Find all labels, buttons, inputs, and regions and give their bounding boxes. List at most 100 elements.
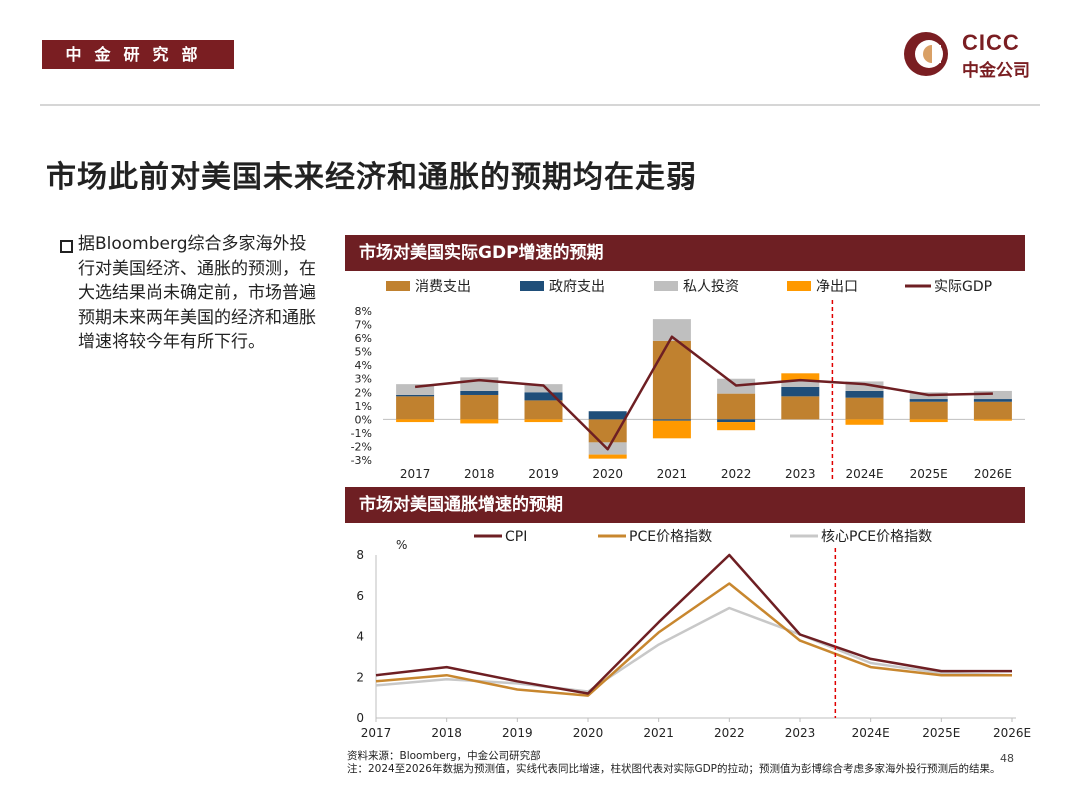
gdp-bar-3-9: [973, 419, 1012, 421]
gdp-bar-3-5: [717, 422, 756, 431]
gdp-xtick-label: 2024E: [845, 467, 883, 481]
gdp-bar-2-2: [524, 384, 563, 393]
gdp-legend-swatch-0: [386, 281, 410, 291]
gdp-legend-swatch-3: [787, 281, 811, 291]
gdp-bar-3-2: [524, 419, 563, 423]
gdp-bar-0-0: [396, 396, 435, 420]
gdp-bar-3-1: [460, 419, 499, 424]
gdp-xtick-label: 2026E: [974, 467, 1012, 481]
gdp-ytick-label: 8%: [355, 305, 372, 318]
gdp-xtick-label: 2020: [592, 467, 623, 481]
gdp-ytick-label: 4%: [355, 359, 372, 372]
bullet-square-icon: [60, 240, 73, 253]
gdp-ytick-label: -3%: [351, 454, 372, 467]
infl-xtick-label: 2021: [643, 726, 674, 740]
gdp-ytick-label: 2%: [355, 386, 372, 399]
gdp-bar-1-8: [909, 399, 948, 402]
gdp-ytick-label: 6%: [355, 332, 372, 345]
gdp-ytick-label: 0%: [355, 413, 372, 426]
infl-ytick-label: 8: [356, 548, 364, 562]
gdp-legend-label-0: 消费支出: [415, 279, 471, 295]
footer-notes: 资料来源：Bloomberg，中金公司研究部 注：2024至2026年数据为预测…: [347, 750, 1017, 776]
gdp-xtick-label: 2022: [721, 467, 752, 481]
logo-english: CICC: [962, 30, 1020, 55]
cicc-logo: CICC 中金公司: [902, 28, 1042, 81]
gdp-ytick-label: 1%: [355, 400, 372, 413]
gdp-line-series: [414, 335, 993, 451]
gdp-ytick-label: 3%: [355, 373, 372, 386]
gdp-bar-1-1: [460, 390, 499, 395]
gdp-bar-0-8: [909, 401, 948, 420]
infl-xtick-label: 2025E: [922, 726, 960, 740]
gdp-legend-label-3: 净出口: [816, 279, 858, 295]
gdp-bar-1-7: [845, 390, 884, 398]
gdp-bar-0-6: [781, 396, 820, 420]
gdp-ytick-label: -1%: [351, 427, 372, 440]
gdp-xtick-label: 2025E: [910, 467, 948, 481]
infl-ytick-label: 2: [356, 670, 364, 684]
infl-xtick-label: 2018: [431, 726, 462, 740]
infl-xtick-label: 2022: [714, 726, 745, 740]
note-line: 注：2024至2026年数据为预测值，实线代表同比增速，柱状图代表对实际GDP的…: [347, 763, 1001, 775]
gdp-xtick-label: 2018: [464, 467, 495, 481]
gdp-ytick-label: -2%: [351, 440, 372, 453]
infl-ytick-label: 4: [356, 630, 364, 644]
gdp-bar-2-9: [973, 390, 1012, 400]
gdp-chart-title: 市场对美国实际GDP增速的预期: [345, 235, 1025, 271]
gdp-bar-1-9: [973, 399, 1012, 402]
gdp-ytick-label: 5%: [355, 346, 372, 359]
gdp-bar-3-0: [396, 419, 435, 423]
infl-legend-label-0: CPI: [505, 529, 527, 545]
gdp-legend-swatch-2: [654, 281, 678, 291]
infl-ytick-label: 0: [356, 711, 364, 725]
infl-xtick-label: 2019: [502, 726, 533, 740]
gdp-bar-3-7: [845, 419, 884, 425]
infl-xtick-label: 2020: [573, 726, 604, 740]
logo-chinese: 中金公司: [962, 61, 1030, 81]
infl-legend-label-1: PCE价格指数: [629, 529, 712, 545]
infl-xtick-label: 2024E: [852, 726, 890, 740]
gdp-bar-1-5: [717, 419, 756, 423]
gdp-xtick-label: 2023: [785, 467, 816, 481]
gdp-legend-swatch-1: [520, 281, 544, 291]
source-line: 资料来源：Bloomberg，中金公司研究部: [347, 750, 541, 762]
gdp-bar-3-4: [652, 420, 691, 439]
gdp-bar-0-1: [460, 394, 499, 420]
gdp-legend-label-2: 私人投资: [683, 279, 739, 295]
gdp-bar-0-2: [524, 400, 563, 420]
infl-ytick-label: 6: [356, 589, 364, 603]
gdp-xtick-label: 2019: [528, 467, 559, 481]
gdp-xtick-label: 2017: [400, 467, 431, 481]
header-divider: [40, 104, 1040, 106]
infl-xtick-label: 2023: [785, 726, 816, 740]
gdp-bar-0-7: [845, 397, 884, 420]
gdp-bar-1-2: [524, 392, 563, 401]
gdp-ytick-label: 7%: [355, 319, 372, 332]
bullet-text: 据Bloomberg综合多家海外投行对美国经济、通胀的预测，在大选结果尚未确定前…: [78, 234, 316, 352]
gdp-bar-0-3: [588, 419, 627, 443]
gdp-bar-3-8: [909, 419, 948, 423]
gdp-bar-1-6: [781, 386, 820, 397]
infl-line-series-0: [375, 553, 1012, 695]
gdp-bar-3-3: [588, 454, 627, 459]
gdp-bar-2-0: [396, 384, 435, 395]
gdp-bar-1-0: [396, 394, 435, 397]
gdp-bar-0-9: [973, 401, 1012, 420]
gdp-legend-label-line: 实际GDP: [934, 279, 992, 295]
gdp-bar-2-6: [781, 381, 820, 387]
department-badge: 中金研究部: [42, 40, 234, 69]
gdp-bar-2-7: [845, 381, 884, 391]
gdp-bar-3-6: [781, 373, 820, 382]
gdp-bar-0-4: [652, 340, 691, 420]
infl-xtick-label: 2017: [361, 726, 392, 740]
gdp-bar-1-3: [588, 411, 627, 420]
page-title: 市场此前对美国未来经济和通胀的预期均在走弱: [46, 160, 697, 195]
gdp-legend-label-1: 政府支出: [549, 279, 605, 295]
gdp-bar-1-4: [652, 419, 691, 421]
gdp-xtick-label: 2021: [657, 467, 688, 481]
inflation-chart-title: 市场对美国通胀增速的预期: [345, 487, 1025, 523]
infl-yaxis-unit: %: [396, 538, 407, 552]
cicc-logo-icon: [904, 32, 948, 76]
infl-legend-label-2: 核心PCE价格指数: [821, 529, 932, 545]
